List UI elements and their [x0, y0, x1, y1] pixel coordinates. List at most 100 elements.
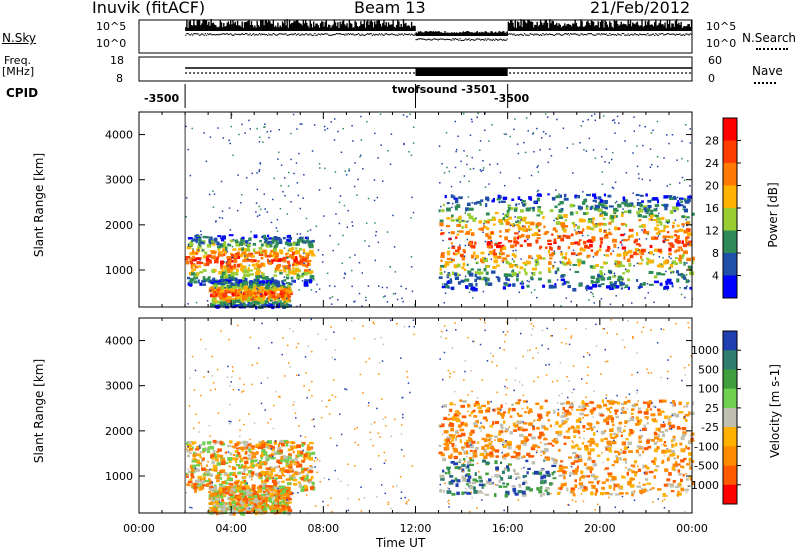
- scatter-cell: [549, 148, 551, 150]
- noise-bar: [590, 20, 593, 31]
- echo-cell: [473, 415, 478, 418]
- noise-bar: [253, 27, 255, 31]
- echo-cell: [648, 400, 652, 404]
- echo-cell: [560, 222, 566, 227]
- scatter-cell: [366, 120, 368, 123]
- scatter-cell: [251, 298, 254, 301]
- echo-cell: [605, 254, 610, 257]
- noise-bar: [386, 26, 389, 31]
- echo-cell: [615, 415, 619, 419]
- scatter-cell: [537, 189, 540, 192]
- echo-cell: [250, 462, 254, 467]
- scatter-cell: [443, 172, 446, 174]
- scatter-cell: [356, 194, 358, 196]
- search-noise-dot: [485, 39, 488, 41]
- echo-cell: [261, 301, 264, 305]
- scatter-cell: [263, 126, 265, 129]
- echo-cell: [492, 223, 496, 226]
- echo-cell: [287, 465, 293, 469]
- scatter-cell: [359, 154, 362, 157]
- search-noise-dot: [462, 39, 465, 41]
- scatter-cell: [301, 123, 303, 125]
- echo-cell: [220, 502, 226, 506]
- echo-cell: [253, 267, 259, 270]
- scatter-cell: [467, 220, 469, 222]
- search-noise-dot: [468, 38, 470, 40]
- echo-cell: [523, 438, 528, 443]
- echo-cell: [213, 293, 216, 296]
- echo-cell: [245, 446, 248, 449]
- search-noise-dot: [592, 34, 595, 36]
- echo-cell: [273, 504, 278, 508]
- echo-cell: [223, 253, 226, 257]
- echo-cell: [213, 259, 219, 264]
- echo-cell: [559, 200, 564, 205]
- y-tick-label: 4000: [105, 129, 133, 142]
- echo-cell: [259, 497, 262, 501]
- echo-cell: [638, 219, 642, 222]
- echo-cell: [228, 493, 233, 497]
- scatter-cell: [465, 210, 467, 212]
- echo-cell: [650, 413, 656, 417]
- echo-cell: [241, 280, 245, 284]
- echo-cell: [295, 454, 299, 458]
- echo-cell: [550, 247, 553, 251]
- scatter-cell: [572, 143, 574, 145]
- echo-cell: [513, 254, 517, 258]
- search-noise-dot: [668, 33, 671, 35]
- echo-cell: [582, 424, 586, 429]
- echo-cell: [487, 241, 492, 245]
- noise-bar: [485, 31, 488, 36]
- echo-cell: [644, 209, 649, 213]
- scatter-cell: [276, 230, 279, 233]
- echo-cell: [522, 400, 528, 403]
- scatter-cell: [321, 261, 324, 263]
- search-noise-dot: [628, 34, 631, 36]
- echo-cell: [566, 411, 571, 415]
- scatter-cell: [509, 135, 511, 138]
- noise-bar: [342, 20, 345, 31]
- scatter-cell: [574, 229, 576, 231]
- scatter-cell: [221, 210, 224, 213]
- search-noise-dot: [571, 33, 573, 35]
- noise-bar: [369, 21, 371, 31]
- echo-cell: [504, 229, 510, 233]
- search-noise-dot: [208, 34, 210, 36]
- scatter-cell: [575, 196, 578, 199]
- echo-cell: [535, 226, 539, 229]
- search-noise-dot: [659, 33, 662, 35]
- echo-cell: [507, 207, 511, 211]
- echo-cell: [468, 283, 473, 287]
- search-noise-dot: [606, 34, 609, 36]
- noise-bar: [447, 32, 450, 36]
- echo-cell: [245, 294, 250, 298]
- echo-cell: [554, 270, 558, 275]
- echo-cell: [187, 237, 193, 240]
- noise-bar: [398, 21, 400, 31]
- echo-cell: [257, 494, 263, 498]
- echo-cell: [652, 197, 658, 201]
- noise-bar: [565, 25, 567, 31]
- echo-cell: [276, 459, 281, 463]
- echo-cell: [443, 442, 448, 446]
- echo-cell: [258, 475, 263, 480]
- echo-cell: [277, 258, 282, 263]
- echo-cell: [235, 291, 240, 295]
- scatter-cell: [246, 258, 249, 261]
- search-noise-dot: [220, 33, 223, 35]
- echo-cell: [226, 444, 232, 448]
- echo-cell: [534, 263, 538, 267]
- noise-bar: [614, 20, 617, 31]
- echo-cell: [439, 222, 444, 227]
- echo-cell: [557, 430, 563, 435]
- search-noise-dot: [297, 33, 300, 35]
- echo-cell: [243, 288, 248, 292]
- echo-cell: [289, 254, 294, 258]
- echo-cell: [243, 247, 247, 252]
- echo-cell: [585, 211, 589, 215]
- scatter-cell: [559, 260, 561, 263]
- echo-cell: [210, 286, 215, 290]
- scatter-cell: [621, 278, 624, 281]
- scatter-cell: [264, 277, 266, 279]
- scatter-cell: [659, 233, 661, 235]
